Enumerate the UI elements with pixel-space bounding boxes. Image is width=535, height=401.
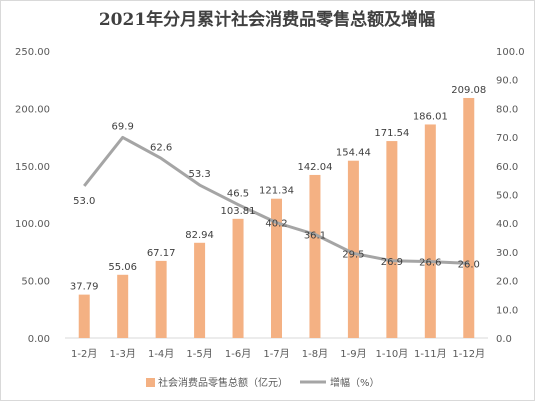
- bar: [309, 174, 321, 338]
- bar: [194, 242, 206, 338]
- left-tick-label: 0.00: [28, 334, 50, 345]
- left-tick-label: 50.00: [21, 277, 50, 288]
- x-tick-label: 1-9月: [340, 348, 366, 360]
- right-tick-label: 80.0: [496, 104, 518, 115]
- bar: [78, 294, 90, 338]
- right-tick-label: 100.0: [496, 47, 525, 58]
- bar: [271, 198, 282, 338]
- line-data-label: 62.6: [150, 142, 172, 153]
- bar-data-label: 154.44: [336, 148, 371, 159]
- right-tick-label: 40.0: [496, 219, 518, 230]
- bar-data-label: 103.81: [221, 206, 256, 217]
- right-tick-label: 10.0: [496, 305, 518, 316]
- legend: 社会消费品零售总额（亿元） 增幅（%）: [146, 376, 380, 389]
- bar-data-label: 142.04: [297, 162, 332, 173]
- right-tick-label: 30.0: [496, 248, 518, 259]
- x-axis: 1-2月 1-3月 1-4月 1-5月 1-6月 1-7月 1-8月 1-9月 1-10月 1-1…: [65, 337, 488, 360]
- right-tick-label: 0.0: [496, 334, 512, 345]
- left-tick-label: 200.00: [15, 104, 50, 115]
- bar: [155, 260, 167, 338]
- line-data-label: 40.2: [265, 219, 287, 230]
- left-axis: 0.00 50.00 100.00 150.00 200.00 250.00: [15, 47, 50, 345]
- line-data-label: 46.5: [227, 189, 249, 200]
- x-tick-label: 1-2月: [71, 348, 97, 360]
- line-data-label: 69.9: [112, 121, 134, 132]
- bar-data-label: 67.17: [147, 248, 176, 259]
- bar-data-label: 37.79: [70, 282, 99, 293]
- right-tick-label: 20.0: [496, 277, 518, 288]
- bar-series: [78, 97, 475, 339]
- line-data-label: 53.0: [73, 196, 95, 207]
- bar: [424, 124, 436, 339]
- x-tick-label: 1-7月: [263, 348, 289, 360]
- legend-line-label: 增幅（%）: [330, 376, 380, 389]
- right-tick-label: 60.0: [496, 162, 518, 173]
- line-data-label: 29.5: [342, 249, 364, 260]
- right-tick-label: 50.0: [496, 191, 518, 202]
- x-tick-label: 1-12月: [452, 348, 485, 360]
- x-tick-label: 1-5月: [186, 348, 212, 360]
- line-data-labels: 53.0 69.9 62.6 53.3 46.5 40.2 36.1 29.5 26.9 26.6…: [73, 121, 480, 270]
- bar-data-label: 55.06: [108, 262, 137, 273]
- bar-data-label: 186.01: [413, 111, 448, 122]
- line-data-label: 53.3: [188, 169, 210, 180]
- bar-data-label: 121.34: [259, 186, 294, 197]
- bar: [232, 218, 244, 338]
- legend-bar-label: 社会消费品零售总额（亿元）: [158, 376, 288, 389]
- legend-bar-swatch: [146, 378, 155, 387]
- line-data-label: 26.6: [419, 258, 441, 269]
- bar-data-label: 171.54: [374, 128, 409, 139]
- x-tick-label: 1-6月: [225, 348, 251, 360]
- left-tick-label: 250.00: [15, 47, 50, 58]
- line-data-label: 26.9: [381, 257, 403, 268]
- bar-data-label: 209.08: [451, 85, 486, 96]
- right-tick-label: 90.0: [496, 76, 518, 87]
- x-tick-label: 1-11月: [414, 348, 447, 360]
- x-tick-label: 1-8月: [302, 348, 328, 360]
- line-series: [83, 135, 469, 265]
- x-tick-label: 1-3月: [110, 348, 136, 360]
- bar: [386, 141, 398, 338]
- line-data-label: 36.1: [304, 230, 326, 241]
- line-data-label: 26.0: [458, 259, 480, 270]
- left-tick-label: 100.00: [15, 219, 50, 230]
- bar: [347, 160, 359, 338]
- bar: [117, 274, 129, 338]
- x-tick-label: 1-4月: [148, 348, 174, 360]
- right-axis: 0.0 10.0 20.0 30.0 40.0 50.0 60.0 70.0 80.0 90.0 1…: [496, 47, 525, 345]
- bar: [463, 97, 475, 338]
- x-tick-label: 1-10月: [376, 348, 409, 360]
- bar-data-label: 82.94: [185, 230, 214, 241]
- chart-title: 2021年分月累计社会消费品零售总额及增幅: [99, 9, 435, 30]
- right-tick-label: 70.0: [496, 133, 518, 144]
- left-tick-label: 150.00: [15, 162, 50, 173]
